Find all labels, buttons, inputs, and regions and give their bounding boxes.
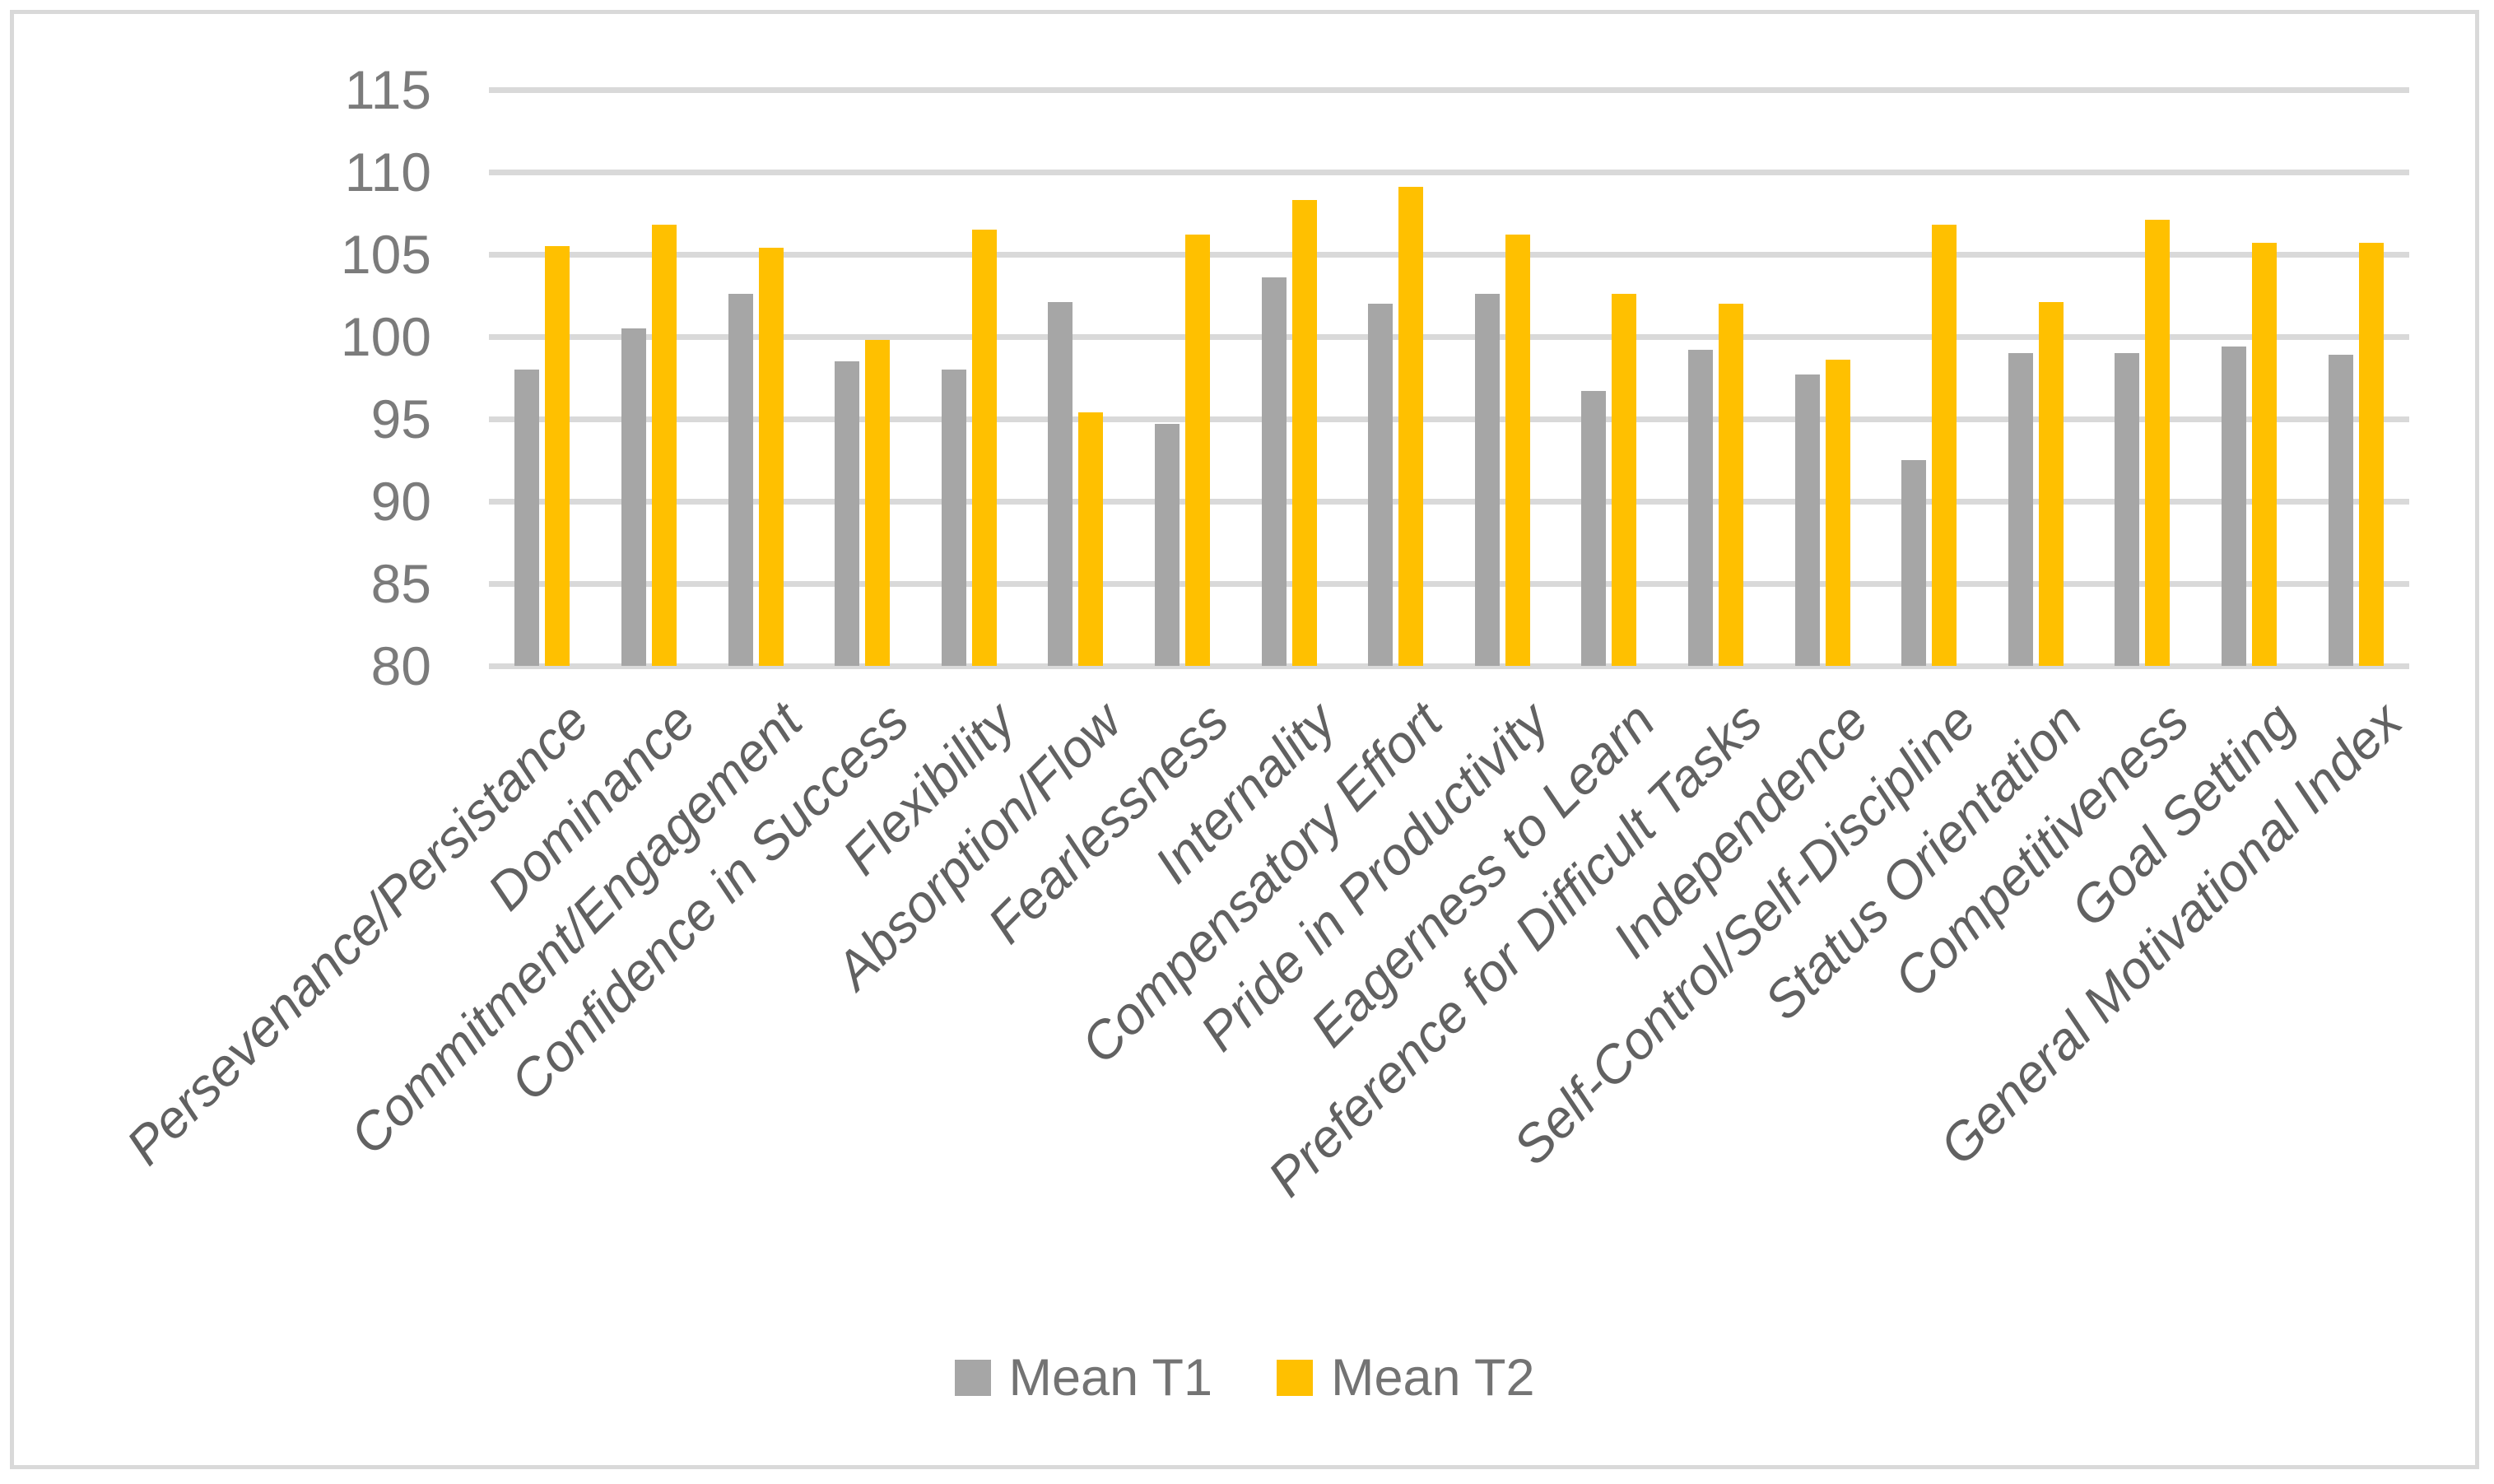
bar-mean-t1 bbox=[1688, 350, 1714, 666]
legend-item-mean-t1: Mean T1 bbox=[954, 1348, 1212, 1407]
chart-frame: 80 85 90 95 100 105 110 115 Persevenance/Persis… bbox=[10, 10, 2479, 1469]
x-category-label: Commitment/Engagement bbox=[337, 691, 813, 1166]
bar-mean-t1 bbox=[1154, 424, 1180, 666]
bar-mean-t2 bbox=[2252, 243, 2278, 666]
bar-mean-t2 bbox=[1291, 200, 1317, 666]
y-tick-label: 115 bbox=[344, 59, 431, 120]
bar-mean-t1 bbox=[1368, 304, 1394, 666]
legend-label-mean-t1: Mean T1 bbox=[1008, 1349, 1212, 1407]
gridline bbox=[489, 416, 2409, 422]
bar-mean-t2 bbox=[971, 230, 997, 666]
bar-mean-t1 bbox=[835, 361, 860, 666]
bar-mean-t1 bbox=[1048, 302, 1073, 666]
bar-mean-t2 bbox=[1612, 294, 1637, 666]
gridline bbox=[489, 333, 2409, 340]
bar-mean-t1 bbox=[2222, 347, 2247, 666]
bar-mean-t1 bbox=[2328, 355, 2353, 666]
bar-mean-t2 bbox=[758, 248, 784, 666]
y-tick-label: 105 bbox=[340, 224, 431, 285]
y-tick-label: 100 bbox=[340, 306, 431, 367]
gridline bbox=[489, 86, 2409, 93]
bar-mean-t2 bbox=[865, 340, 891, 666]
bar-mean-t2 bbox=[1184, 235, 1210, 666]
gridline bbox=[489, 169, 2409, 175]
bar-mean-t1 bbox=[728, 294, 753, 666]
y-tick-label: 110 bbox=[344, 142, 431, 202]
legend-label-mean-t2: Mean T2 bbox=[1331, 1349, 1535, 1407]
bar-mean-t2 bbox=[1505, 235, 1530, 666]
gridline bbox=[489, 498, 2409, 505]
bar-mean-t2 bbox=[1398, 187, 1424, 666]
x-category-label: Persevenance/Persistance bbox=[114, 691, 600, 1176]
bar-mean-t1 bbox=[941, 370, 966, 666]
gridline bbox=[489, 251, 2409, 258]
bar-mean-t1 bbox=[514, 370, 540, 666]
bar-mean-t1 bbox=[1474, 294, 1500, 666]
bar-mean-t1 bbox=[1901, 460, 1927, 666]
bar-mean-t2 bbox=[651, 225, 677, 666]
bar-mean-t2 bbox=[1932, 225, 1957, 666]
bar-mean-t1 bbox=[1261, 277, 1287, 666]
bar-mean-t1 bbox=[1794, 374, 1820, 666]
gridline bbox=[489, 663, 2409, 669]
legend-item-mean-t2: Mean T2 bbox=[1277, 1348, 1534, 1407]
bar-mean-t1 bbox=[621, 328, 646, 666]
gridline bbox=[489, 580, 2409, 587]
y-tick-label: 95 bbox=[370, 388, 431, 449]
y-tick-label: 90 bbox=[370, 471, 431, 532]
bar-mean-t2 bbox=[1825, 360, 1850, 666]
bar-mean-t2 bbox=[2145, 220, 2171, 666]
bar-mean-t1 bbox=[1581, 391, 1607, 666]
bar-mean-t2 bbox=[1719, 304, 1744, 666]
bar-mean-t2 bbox=[1078, 412, 1104, 666]
bar-mean-t2 bbox=[2038, 302, 2064, 666]
bar-mean-t2 bbox=[545, 246, 570, 666]
y-tick-label: 80 bbox=[370, 635, 431, 696]
y-tick-label: 85 bbox=[370, 553, 431, 614]
legend-swatch-mean-t1-icon bbox=[954, 1360, 991, 1396]
bar-mean-t2 bbox=[2358, 243, 2384, 666]
bar-mean-t1 bbox=[2115, 353, 2140, 666]
bar-mean-t1 bbox=[2008, 353, 2033, 666]
legend: Mean T1 Mean T2 bbox=[14, 1341, 2475, 1415]
legend-swatch-mean-t2-icon bbox=[1277, 1360, 1313, 1396]
